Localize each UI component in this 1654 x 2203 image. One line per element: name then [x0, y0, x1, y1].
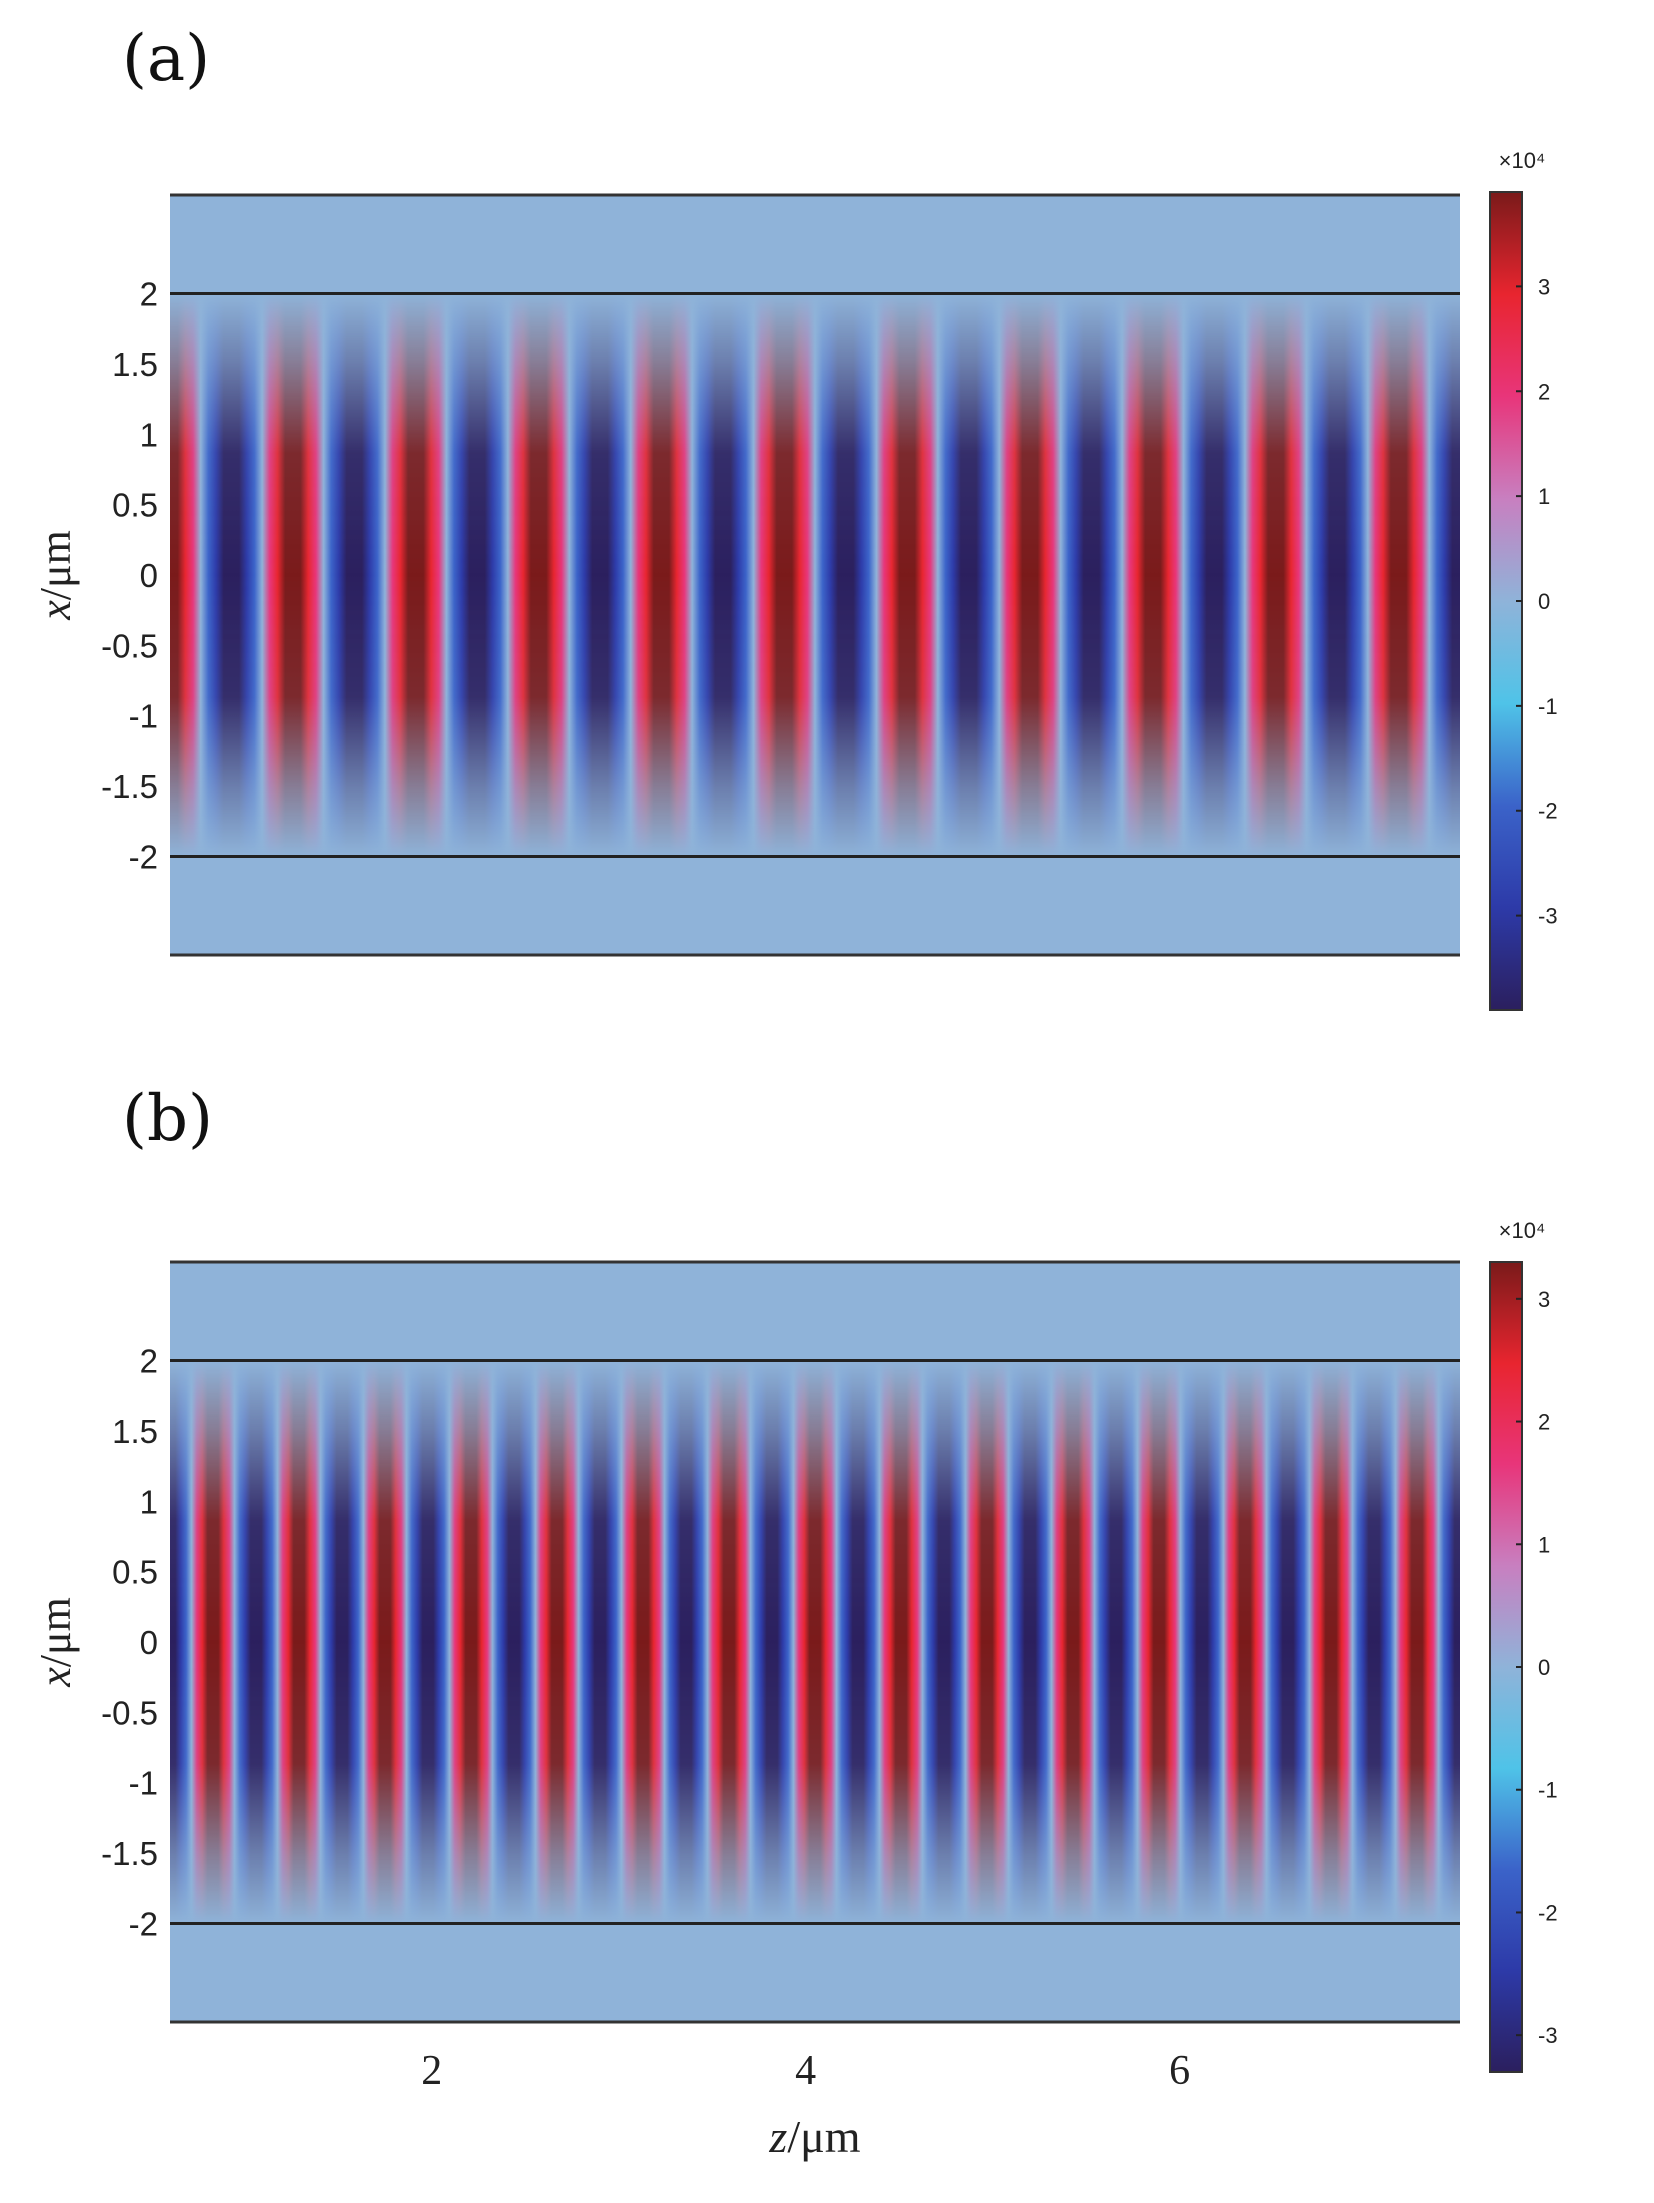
colorbar-tick-label: 2	[1538, 1410, 1550, 1435]
y-tick-label: 1	[140, 416, 158, 453]
y-tick-label: 1	[140, 1483, 158, 1520]
y-tick-label: -2	[129, 838, 158, 875]
x-tick-label: 2	[421, 2048, 442, 2094]
panel-label-b: (b)	[122, 1082, 213, 1156]
colorbar-tick-label: -1	[1538, 694, 1558, 719]
colorbar-tick-label: -1	[1538, 1778, 1558, 1803]
y-tick-label: 0.5	[112, 487, 158, 524]
y-tick-label: -1	[129, 698, 158, 735]
x-tick-label: 6	[1169, 2048, 1190, 2094]
y-axis-label: x/μm	[31, 530, 80, 621]
colorbar-multiplier: ×10⁴	[1499, 1218, 1546, 1243]
y-tick-label: -1.5	[101, 1835, 158, 1872]
colorbar-tick-label: 3	[1538, 1287, 1550, 1312]
y-tick-label: 0	[140, 557, 158, 594]
colorbar-tick-label: 3	[1538, 274, 1550, 299]
y-tick-label: 0	[140, 1624, 158, 1661]
colorbar-tick-label: -3	[1538, 904, 1558, 929]
panel-b: 2 1.5 1 0.5 0 -0.5 -1 -1.5 -2 x/μm 2 4 6 z/μm 3 2 1 0 -1 -2…	[31, 1218, 1558, 2162]
y-tick-label: 2	[140, 276, 158, 313]
field-heatmap	[170, 1262, 1460, 2022]
y-tick-label: 1.5	[112, 346, 158, 383]
colorbar-tick-label: 0	[1538, 589, 1550, 614]
x-axis-label: z/μm	[768, 2111, 860, 2162]
colorbar-tick-label: -2	[1538, 799, 1558, 824]
colorbar-multiplier: ×10⁴	[1499, 148, 1546, 173]
colorbar-tick-label: -3	[1538, 2023, 1558, 2048]
y-tick-label: -1.5	[101, 768, 158, 805]
y-tick-label: -2	[129, 1905, 158, 1942]
colorbar-tick-label: 1	[1538, 1532, 1550, 1557]
colorbar-tick-label: -2	[1538, 1900, 1558, 1925]
y-tick-label: 2	[140, 1343, 158, 1380]
panel-label-a: (a)	[122, 22, 211, 96]
y-tick-label: -0.5	[101, 1694, 158, 1731]
panel-a: 2 1.5 1 0.5 0 -0.5 -1 -1.5 -2 x/μm 3 2 1 0 -1 -2 -3 ×10⁴	[31, 148, 1558, 1011]
x-tick-label: 4	[795, 2048, 816, 2094]
y-axis-label: x/μm	[31, 1597, 80, 1688]
colorbar-tick-label: 1	[1538, 484, 1550, 509]
y-tick-label: 0.5	[112, 1554, 158, 1591]
field-heatmap	[170, 195, 1460, 955]
y-tick-label: 1.5	[112, 1413, 158, 1450]
y-tick-label: -0.5	[101, 627, 158, 664]
colorbar-tick-label: 2	[1538, 379, 1550, 404]
y-tick-label: -1	[129, 1765, 158, 1802]
colorbar-tick-label: 0	[1538, 1655, 1550, 1680]
